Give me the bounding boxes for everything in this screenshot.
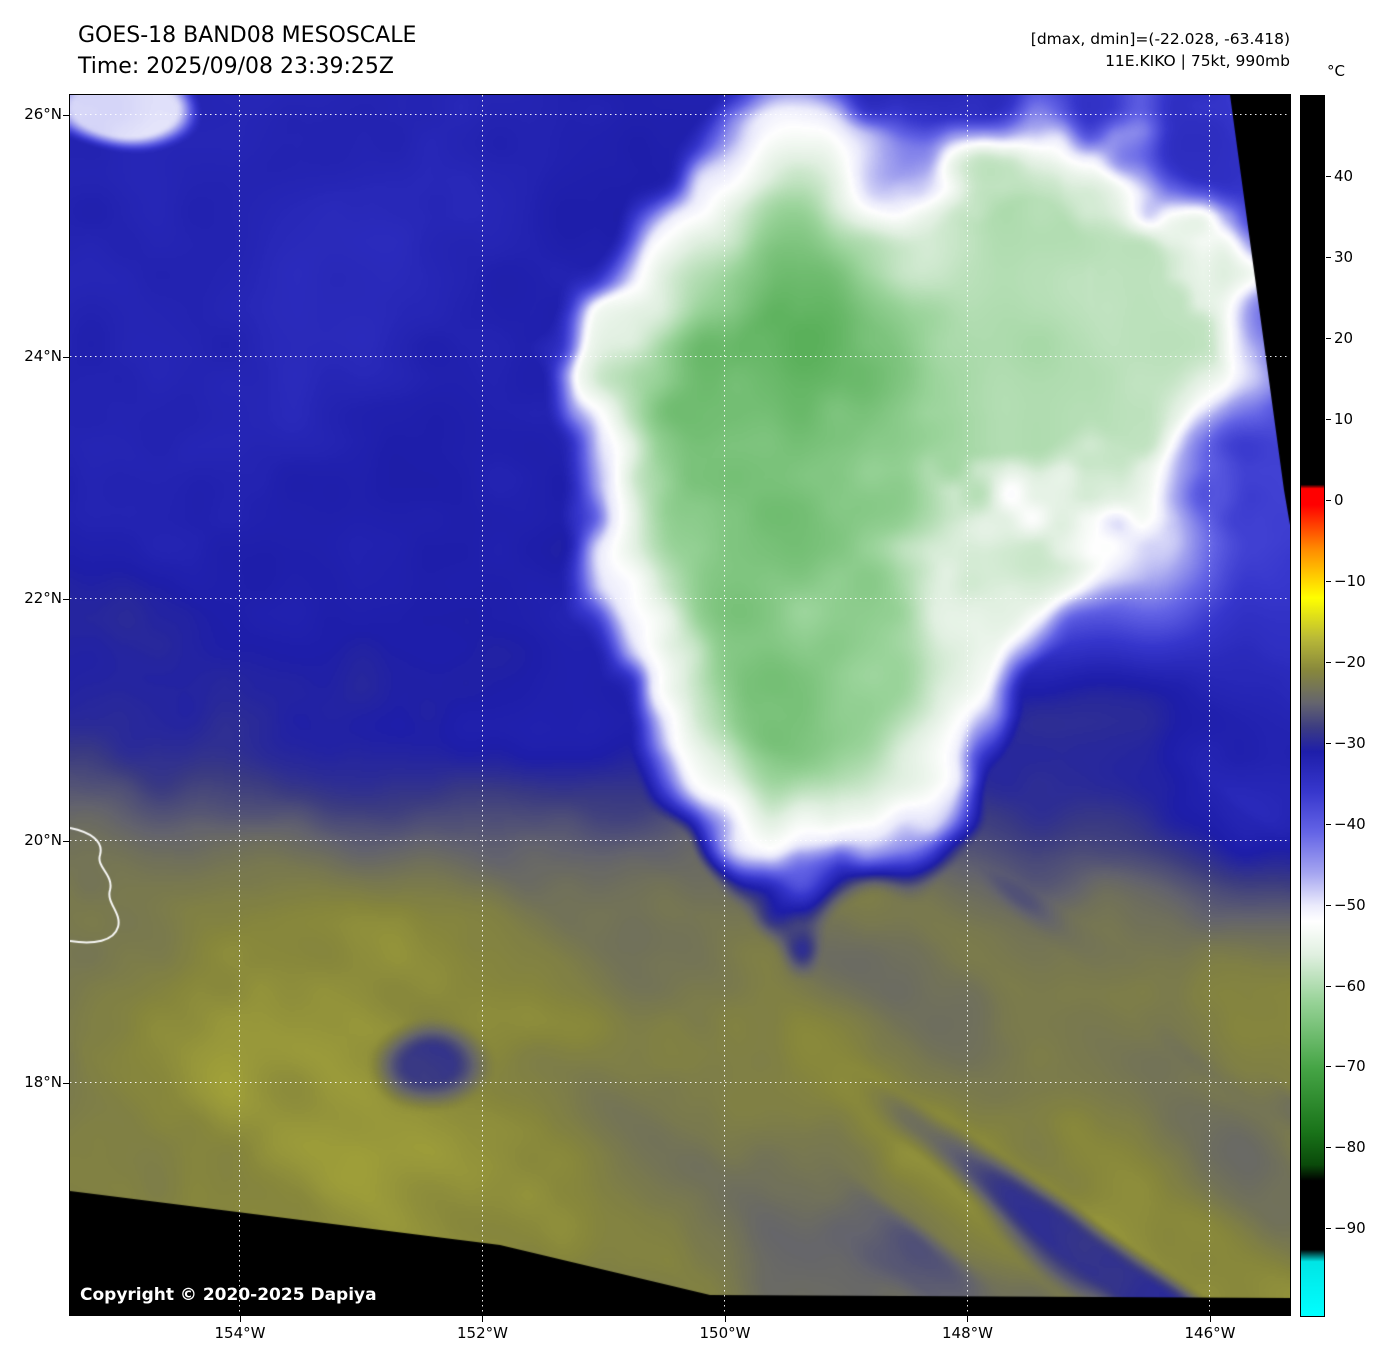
lon-tick-mark: [1209, 1316, 1211, 1322]
gridline-lat: [70, 840, 1290, 842]
colorbar-tick-mark: [1326, 1228, 1331, 1230]
colorbar-tick-label: 10: [1334, 409, 1354, 428]
copyright-watermark: Copyright © 2020-2025 Dapiya: [80, 1285, 377, 1305]
lon-tick-mark: [724, 1316, 726, 1322]
colorbar-tick-mark: [1326, 256, 1331, 258]
colorbar-tick-label: −40: [1334, 814, 1366, 833]
gridline-lon: [724, 95, 726, 1315]
gridline-lon: [966, 95, 968, 1315]
lat-axis-label: 20°N: [24, 830, 62, 849]
lat-axis-label: 26°N: [24, 104, 62, 123]
colorbar-tick-label: −10: [1334, 571, 1366, 590]
colorbar-tick-mark: [1326, 337, 1331, 339]
colorbar-tick-label: −20: [1334, 652, 1366, 671]
colorbar-tick-label: 30: [1334, 247, 1354, 266]
colorbar-tick-label: −50: [1334, 895, 1366, 914]
lon-tick-mark: [482, 1316, 484, 1322]
colorbar-tick-label: 20: [1334, 328, 1354, 347]
colorbar-tick-mark: [1326, 580, 1331, 582]
colorbar-tick-mark: [1326, 418, 1331, 420]
colorbar-unit-label: °C: [1327, 62, 1345, 80]
colorbar-tick-label: −70: [1334, 1057, 1366, 1076]
header-left: GOES-18 BAND08 MESOSCALE Time: 2025/09/0…: [78, 20, 416, 82]
lat-axis-label: 22°N: [24, 588, 62, 607]
header-right: [dmax, dmin]=(-22.028, -63.418) 11E.KIKO…: [1031, 28, 1290, 72]
lon-tick-mark: [239, 1316, 241, 1322]
lat-tick-mark: [63, 1082, 69, 1084]
gridline-lon: [481, 95, 483, 1315]
satellite-imagery-canvas: [70, 95, 1290, 1315]
lat-axis-label: 18°N: [24, 1072, 62, 1091]
colorbar-tick-mark: [1326, 742, 1331, 744]
page-title: GOES-18 BAND08 MESOSCALE: [78, 23, 417, 48]
colorbar-tick-mark: [1326, 1147, 1331, 1149]
gridline-lon: [1209, 95, 1211, 1315]
lat-tick-mark: [63, 598, 69, 600]
colorbar-tick-mark: [1326, 1066, 1331, 1068]
lat-tick-mark: [63, 114, 69, 116]
timestamp: Time: 2025/09/08 23:39:25Z: [78, 54, 394, 79]
colorbar-tick-mark: [1326, 904, 1331, 906]
colorbar-tick-mark: [1326, 499, 1331, 501]
lon-tick-mark: [967, 1316, 969, 1322]
satellite-map: Copyright © 2020-2025 Dapiya: [69, 94, 1291, 1316]
lon-axis-label: 154°W: [214, 1324, 266, 1342]
gridline-lat: [70, 1082, 1290, 1084]
lat-tick-mark: [63, 840, 69, 842]
colorbar-tick-mark: [1326, 985, 1331, 987]
colorbar: [1300, 95, 1325, 1317]
gridline-lon: [239, 95, 241, 1315]
gridline-lat: [70, 356, 1290, 358]
colorbar-tick-label: −60: [1334, 976, 1366, 995]
colorbar-tick-mark: [1326, 823, 1331, 825]
colorbar-tick-mark: [1326, 175, 1331, 177]
lat-axis-label: 24°N: [24, 346, 62, 365]
gridline-lat: [70, 114, 1290, 116]
colorbar-tick-label: −30: [1334, 733, 1366, 752]
lon-axis-label: 150°W: [699, 1324, 751, 1342]
lon-axis-label: 148°W: [941, 1324, 993, 1342]
colorbar-tick-label: −90: [1334, 1219, 1366, 1238]
lon-axis-label: 152°W: [457, 1324, 508, 1342]
lat-tick-mark: [63, 356, 69, 358]
colorbar-tick-label: −80: [1334, 1138, 1366, 1157]
dmax-dmin-readout: [dmax, dmin]=(-22.028, -63.418): [1030, 30, 1290, 48]
colorbar-tick-label: 40: [1334, 166, 1354, 185]
storm-info: 11E.KIKO | 75kt, 990mb: [1105, 52, 1290, 70]
colorbar-tick-mark: [1326, 661, 1331, 663]
colorbar-tick-label: 0: [1334, 490, 1344, 509]
lon-axis-label: 146°W: [1184, 1324, 1236, 1342]
gridline-lat: [70, 598, 1290, 600]
